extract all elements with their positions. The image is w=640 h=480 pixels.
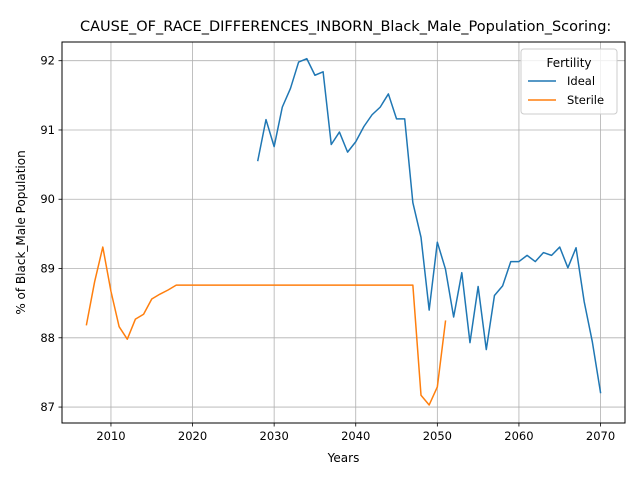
legend: Fertility Ideal Sterile: [520, 48, 618, 115]
x-tick-label: 2070: [586, 429, 615, 443]
y-tick-label: 88: [40, 331, 55, 345]
plot-frame: [61, 41, 626, 424]
x-tick-label: 2060: [504, 429, 533, 443]
legend-label-ideal: Ideal: [567, 74, 595, 88]
legend-title: Fertility: [546, 56, 591, 70]
y-tick-label: 90: [40, 192, 55, 206]
series-line-ideal: [256, 57, 602, 394]
x-tick-label: 2040: [341, 429, 370, 443]
y-tick-label: 92: [40, 54, 55, 68]
x-tick-label: 2010: [96, 429, 125, 443]
x-axis-label: Years: [327, 451, 360, 465]
y-axis-ticks: 87 88 89 90 91 92: [40, 54, 62, 414]
legend-label-sterile: Sterile: [567, 93, 604, 107]
y-axis-label: % of Black_Male Population: [14, 150, 28, 314]
series-layer: [85, 57, 602, 406]
series-line-sterile: [85, 246, 447, 406]
y-tick-label: 89: [40, 262, 55, 276]
x-tick-label: 2030: [260, 429, 289, 443]
x-tick-label: 2020: [178, 429, 207, 443]
legend-items: Ideal Sterile: [528, 74, 604, 107]
y-tick-label: 91: [40, 123, 55, 137]
x-axis-ticks: 2010 2020 2030 2040 2050 2060 2070: [96, 423, 615, 443]
chart-title: CAUSE_OF_RACE_DIFFERENCES_INBORN_Black_M…: [80, 19, 611, 35]
legend-box: [520, 48, 618, 115]
x-tick-label: 2050: [423, 429, 452, 443]
y-tick-label: 87: [40, 400, 55, 414]
